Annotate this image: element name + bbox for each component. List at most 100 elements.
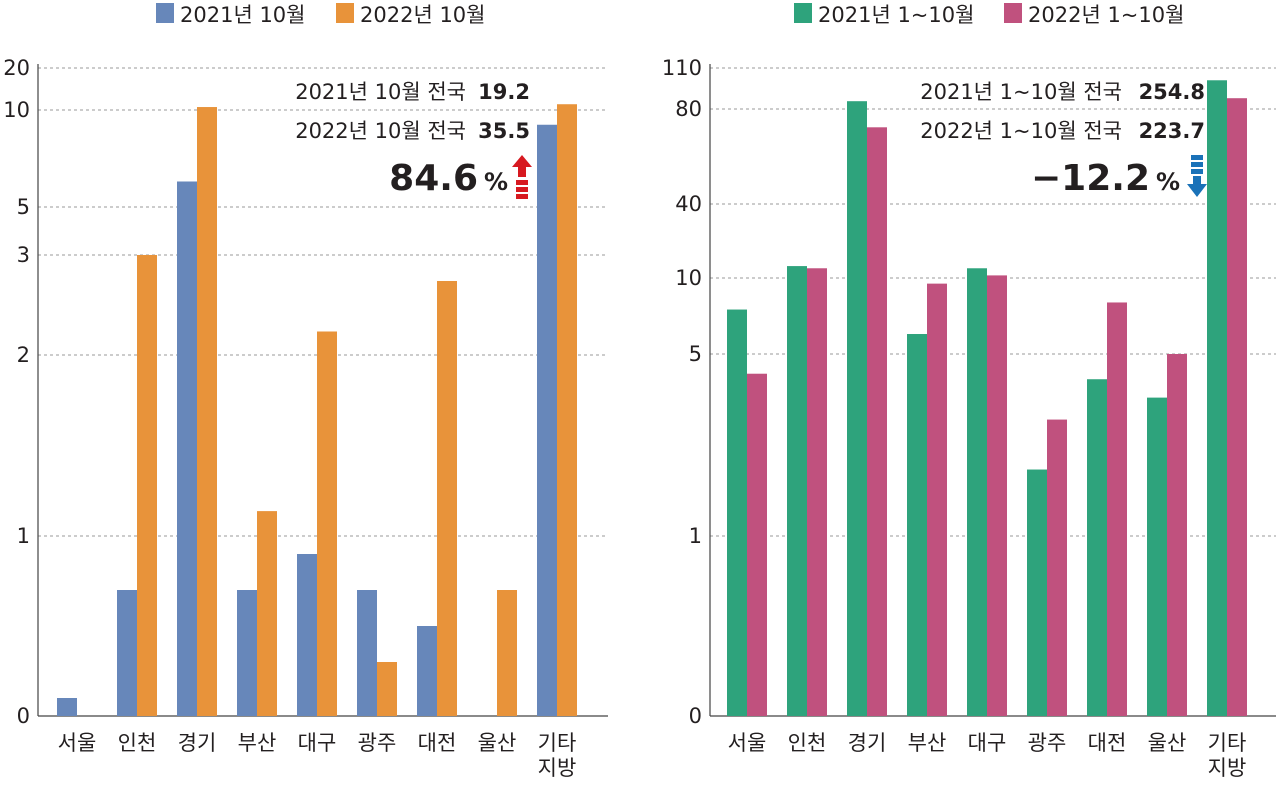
x-tick-label: 대전 xyxy=(1088,731,1127,755)
x-tick-label-line: 인천 xyxy=(788,731,827,755)
y-tick-label: 5 xyxy=(689,342,702,366)
y-tick-label: 0 xyxy=(17,704,30,728)
bar xyxy=(967,268,987,716)
bar xyxy=(927,283,947,716)
y-tick-label: 40 xyxy=(675,192,702,216)
y-tick-label: 20 xyxy=(3,56,30,80)
arrow-stripe xyxy=(1191,169,1203,174)
arrow-stripe xyxy=(516,194,528,199)
x-tick-label-line: 대구 xyxy=(968,731,1007,755)
y-tick-label: 2 xyxy=(17,343,30,367)
chart-left: 0 1 2 3 5 10 20 서울 인천 경기 부산 대구 광주 대전 울산 기타 지방 2021년 10월 20… xyxy=(3,3,608,780)
x-tick-label: 부산 xyxy=(238,731,277,755)
x-tick-label-line: 경기 xyxy=(178,731,217,755)
bar xyxy=(177,181,197,716)
legend-swatch xyxy=(794,3,812,23)
change-unit: % xyxy=(484,168,508,196)
annotation-value: 223.7 xyxy=(1139,119,1205,143)
x-tick-label-line: 대구 xyxy=(298,731,337,755)
x-tick-label: 기타 지방 xyxy=(1208,731,1247,780)
x-tick-label: 부산 xyxy=(908,731,947,755)
bar xyxy=(197,107,217,717)
x-tick-label: 광주 xyxy=(358,731,397,755)
x-tick-label: 경기 xyxy=(178,731,217,755)
annotation-value: 254.8 xyxy=(1139,80,1205,104)
x-tick-label: 광주 xyxy=(1028,731,1067,755)
bar xyxy=(747,373,767,716)
arrow-stripe xyxy=(1191,155,1203,160)
x-tick-label-line: 울산 xyxy=(478,731,517,755)
x-tick-label: 울산 xyxy=(1148,731,1187,755)
bar xyxy=(1047,419,1067,716)
legend-swatch xyxy=(156,3,174,23)
bar xyxy=(907,334,927,716)
x-tick-label-line: 지방 xyxy=(538,756,577,780)
y-tick-label: 80 xyxy=(675,97,702,121)
bar xyxy=(787,266,807,716)
legend-swatch xyxy=(1004,3,1022,23)
bar xyxy=(417,626,437,716)
x-tick-label-line: 부산 xyxy=(908,731,947,755)
annotation-label: 2022년 10월 전국 xyxy=(295,119,466,143)
bar xyxy=(57,698,77,716)
bar xyxy=(1167,354,1187,716)
annotation-label: 2021년 10월 전국 xyxy=(295,80,466,104)
bar xyxy=(1087,379,1107,716)
y-tick-label: 5 xyxy=(17,195,30,219)
bar xyxy=(117,590,137,716)
arrow-stripe xyxy=(516,187,528,192)
x-tick-label: 대구 xyxy=(298,731,337,755)
arrow-down-icon xyxy=(1187,155,1207,197)
x-tick-label-line: 울산 xyxy=(1148,731,1187,755)
x-tick-label-line: 기타 xyxy=(1208,731,1247,755)
bar xyxy=(377,662,397,716)
chart-right: 0 1 5 10 40 80 110 서울 인천 경기 부산 대구 광주 대전 울산 기타 지방 2021년 1~… xyxy=(662,3,1276,780)
bar xyxy=(727,309,747,716)
bar xyxy=(1207,80,1227,716)
x-tick-label-line: 부산 xyxy=(238,731,277,755)
arrow-up-icon xyxy=(512,155,532,199)
bar xyxy=(137,255,157,716)
annotation-label: 2021년 1~10월 전국 xyxy=(920,80,1122,104)
y-tick-label: 3 xyxy=(17,243,30,267)
x-tick-label-line: 기타 xyxy=(538,731,577,755)
annotation-label: 2022년 1~10월 전국 xyxy=(920,119,1122,143)
bar xyxy=(867,127,887,717)
legend-swatch xyxy=(336,3,354,23)
x-tick-label-line: 경기 xyxy=(848,731,887,755)
x-tick-label: 경기 xyxy=(848,731,887,755)
x-tick-label: 인천 xyxy=(788,731,827,755)
bar xyxy=(1027,469,1047,716)
annotation-value: 19.2 xyxy=(478,80,530,104)
x-tick-label-line: 서울 xyxy=(58,731,97,755)
x-tick-label-line: 서울 xyxy=(728,731,767,755)
bar xyxy=(987,275,1007,716)
legend-entry: 2021년 1~10월 xyxy=(818,3,974,27)
bar xyxy=(1107,302,1127,716)
y-tick-label: 0 xyxy=(689,704,702,728)
arrow-stripe xyxy=(516,180,528,185)
arrow-head xyxy=(1187,176,1207,197)
bar xyxy=(1227,98,1247,716)
y-tick-label: 10 xyxy=(675,266,702,290)
annotation-value: 35.5 xyxy=(478,119,530,143)
bar xyxy=(847,101,867,716)
bar xyxy=(357,590,377,716)
bar xyxy=(437,280,457,716)
y-tick-label: 110 xyxy=(662,56,702,80)
bar xyxy=(317,331,337,716)
bar xyxy=(807,268,827,716)
x-tick-label: 대전 xyxy=(418,731,457,755)
x-tick-label: 서울 xyxy=(58,731,97,755)
x-tick-label: 울산 xyxy=(478,731,517,755)
x-tick-label: 대구 xyxy=(968,731,1007,755)
bar xyxy=(297,554,317,716)
x-tick-label-line: 광주 xyxy=(358,731,397,755)
legend-entry: 2022년 10월 xyxy=(360,3,485,27)
y-tick-label: 10 xyxy=(3,98,30,122)
x-tick-label: 인천 xyxy=(118,731,157,755)
y-tick-label: 1 xyxy=(17,524,30,548)
x-tick-label-line: 지방 xyxy=(1208,756,1247,780)
